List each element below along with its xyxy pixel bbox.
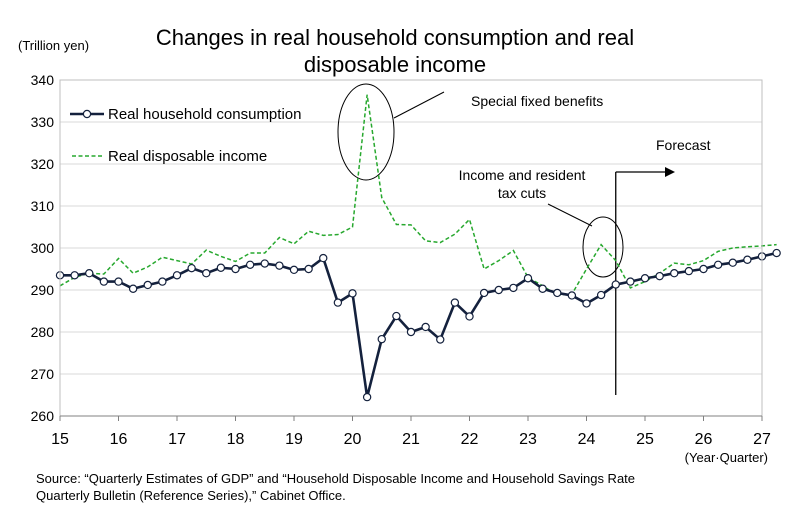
series-line-real-household-consumption [60, 251, 777, 399]
consumption-point [128, 284, 138, 293]
consumption-point [362, 392, 372, 402]
x-tick-label: 16 [110, 431, 128, 448]
consumption-point [655, 271, 664, 281]
x-tick-label: 22 [461, 431, 479, 448]
consumption-point [70, 271, 79, 280]
chart-title: Changes in real household consumption an… [60, 24, 730, 78]
y-tick-label: 330 [31, 114, 55, 130]
consumption-point [538, 284, 547, 293]
x-tick-label: 17 [168, 431, 186, 448]
x-tick-label: 23 [519, 431, 537, 448]
consumption-point [582, 299, 591, 308]
consumption-point [713, 260, 723, 269]
x-tick-label: 18 [227, 431, 245, 448]
consumption-point [172, 271, 182, 280]
consumption-point [333, 298, 343, 307]
consumption-point [743, 255, 752, 264]
forecast-label: Forecast [656, 137, 711, 153]
y-tick-label: 340 [31, 72, 55, 88]
chart-annotations: Special fixed benefits Income and residen… [337, 83, 711, 395]
consumption-point [670, 269, 679, 278]
consumption-point [260, 259, 269, 268]
source-line2: Quarterly Bulletin (Reference Series),” … [36, 488, 346, 503]
x-tick-label: 25 [636, 431, 654, 448]
consumption-point [377, 334, 386, 344]
consumption-point [567, 291, 577, 300]
consumption-point [392, 311, 401, 321]
chart-grid [60, 79, 762, 417]
annotation-tax-cuts-line1: Income and resident [459, 167, 586, 183]
consumption-point [158, 277, 167, 286]
annotation-leader-special [393, 91, 445, 119]
annotation-tax-cuts-line2: tax cuts [498, 185, 546, 201]
y-axis-unit-label: (Trillion yen) [18, 38, 90, 53]
legend-consumption-label: Real household consumption [108, 106, 301, 123]
consumption-point [143, 280, 152, 290]
consumption-point [406, 327, 416, 337]
consumption-point [348, 289, 357, 298]
consumption-point [626, 277, 635, 286]
consumption-point [231, 264, 240, 274]
consumption-point [523, 274, 533, 283]
consumption-point [216, 263, 226, 272]
consumption-point [304, 264, 313, 274]
chart-title-line1: Changes in real household consumption an… [155, 25, 635, 50]
y-tick-label: 310 [31, 198, 55, 214]
source-line1: Source: “Quarterly Estimates of GDP” and… [36, 471, 636, 486]
consumption-point [421, 322, 430, 332]
consumption-point [85, 269, 94, 278]
consumption-point [684, 266, 694, 276]
annotation-ellipse-tax [582, 216, 624, 278]
series-line-real-disposable-income [59, 94, 777, 296]
consumption-point [772, 248, 781, 258]
y-tick-label: 270 [31, 366, 55, 382]
y-tick-label: 320 [31, 156, 55, 172]
annotation-leader-tax [547, 203, 593, 227]
y-tick-label: 290 [31, 282, 55, 298]
x-tick-label: 27 [753, 431, 771, 448]
source-note: Source: “Quarterly Estimates of GDP” and… [36, 470, 776, 504]
y-tick-label: 260 [31, 408, 55, 424]
annotation-ellipse-special [337, 83, 395, 181]
y-tick-label: 280 [31, 324, 55, 340]
consumption-point [187, 263, 196, 273]
x-tick-label: 26 [695, 431, 713, 448]
annotation-special-benefits: Special fixed benefits [471, 93, 603, 109]
consumption-point [494, 285, 503, 295]
consumption-point [245, 260, 255, 269]
x-tick-label: 21 [402, 431, 420, 448]
y-axis-ticks: 260 270 280 290 300 310 320 330 340 [31, 72, 55, 424]
consumption-point [465, 312, 474, 321]
chart-title-line2: disposable income [303, 52, 487, 77]
consumption-point [611, 280, 620, 289]
legend-income-label: Real disposable income [108, 148, 267, 165]
consumption-point [450, 298, 460, 307]
consumption-point [202, 269, 211, 278]
chart-axes [59, 79, 763, 421]
consumption-point [114, 277, 123, 286]
consumption-point [319, 253, 328, 263]
consumption-point [99, 277, 109, 286]
consumption-point [289, 265, 299, 275]
consumption-point [640, 274, 650, 283]
x-tick-label: 15 [51, 431, 69, 448]
x-axis-ticks: 15 16 17 18 19 20 21 22 23 24 25 26 27 (Year·Quarter) [51, 431, 771, 465]
consumption-point [728, 258, 737, 267]
x-axis-label: (Year·Quarter) [685, 450, 768, 465]
y-tick-label: 300 [31, 240, 55, 256]
x-tick-label: 24 [578, 431, 596, 448]
consumption-point [436, 335, 445, 344]
x-tick-label: 19 [285, 431, 303, 448]
chart-legend: Real household consumption Real disposabl… [70, 106, 301, 165]
forecast-arrowhead [665, 167, 675, 177]
x-tick-label: 20 [344, 431, 362, 448]
legend-consumption-marker [82, 109, 92, 119]
consumption-point [699, 264, 708, 274]
consumption-point [275, 261, 284, 270]
consumption-point [553, 288, 562, 298]
consumption-point [509, 283, 518, 293]
consumption-point [479, 288, 489, 298]
consumption-point [596, 290, 606, 300]
